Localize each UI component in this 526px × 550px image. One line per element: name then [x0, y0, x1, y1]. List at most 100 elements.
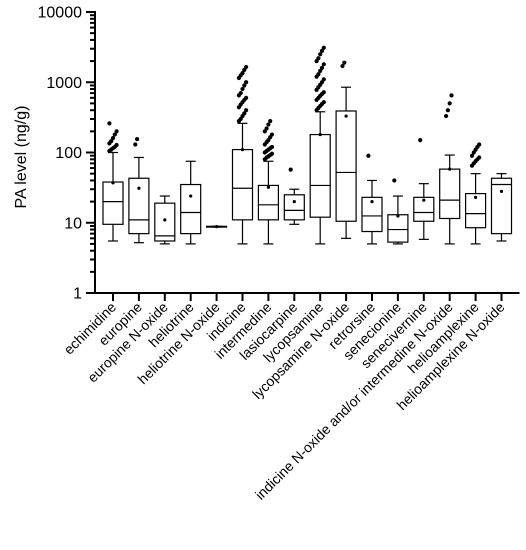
outlier-point [321, 77, 326, 82]
mean-point [448, 167, 452, 171]
mean-point [396, 214, 400, 218]
outlier-point [316, 56, 321, 61]
outlier-point [342, 60, 347, 65]
outlier-point [242, 111, 247, 116]
outlier-point [477, 142, 482, 147]
y-tick-label: 1 [73, 286, 82, 303]
mean-point [215, 225, 219, 229]
box-group [102, 121, 124, 242]
outlier-point [340, 63, 345, 69]
box-group [413, 138, 435, 240]
outlier-point [469, 153, 475, 158]
outlier-point [133, 142, 138, 147]
outlier-point [321, 62, 326, 67]
box-group [387, 178, 409, 245]
mean-point [318, 132, 322, 137]
box-iqr [257, 184, 279, 221]
outlier-point [114, 142, 119, 148]
box-iqr [335, 110, 357, 222]
boxes [102, 45, 513, 245]
outlier-point [244, 95, 249, 100]
outlier-point [319, 65, 325, 71]
mean-point [266, 185, 270, 189]
outlier-point [444, 113, 449, 119]
outlier-point [244, 80, 249, 85]
outlier-point [318, 52, 323, 57]
box-iqr [387, 214, 409, 243]
box-group [465, 142, 487, 245]
box-group [335, 60, 357, 239]
box-iqr [128, 177, 150, 235]
outlier-point [112, 132, 117, 137]
outlier-point [288, 167, 293, 172]
box-group [154, 195, 176, 245]
box-group [439, 93, 461, 245]
y-tick-label: 10 [64, 215, 82, 232]
box-group [180, 160, 202, 245]
box-group [206, 225, 228, 229]
outlier-point [269, 132, 275, 137]
box-iqr [413, 196, 435, 222]
box-group [257, 118, 279, 245]
outlier-point [244, 64, 249, 70]
box-iqr [439, 168, 461, 220]
outlier-point [266, 122, 271, 127]
outlier-point [268, 118, 273, 124]
outlier-point [107, 121, 112, 126]
box-iqr [180, 183, 202, 235]
outlier-point [445, 108, 450, 113]
box-iqr [283, 194, 305, 221]
box-iqr [102, 181, 124, 225]
outlier-point [477, 155, 482, 160]
mean-point [344, 114, 348, 118]
box-group [490, 173, 513, 242]
box-group [128, 137, 150, 244]
outlier-point [135, 137, 140, 142]
outlier-point [321, 45, 326, 50]
outlier-point [447, 101, 452, 106]
box-group [361, 153, 383, 245]
y-tick-label: 10000 [38, 5, 83, 22]
box-iqr [231, 148, 254, 221]
outlier-point [264, 126, 269, 131]
outlier-point [269, 151, 275, 156]
mean-point [189, 194, 193, 198]
y-tick-label: 100 [55, 145, 82, 162]
box-iqr [154, 202, 176, 242]
outlier-point [319, 48, 325, 53]
axes: 1 10 100 1000 10000 [38, 5, 520, 303]
box-iqr [490, 177, 513, 235]
y-tick-label: 1000 [46, 75, 82, 92]
outlier-point [244, 108, 249, 113]
outlier-point [366, 153, 371, 158]
mean-point [499, 189, 504, 193]
box-group [283, 167, 305, 225]
mean-point [292, 200, 296, 204]
outlier-point [321, 90, 326, 95]
box-group [309, 45, 331, 245]
mean-point [137, 186, 141, 190]
mean-point [370, 200, 374, 204]
box-iqr [309, 133, 331, 218]
mean-point [240, 147, 245, 152]
mean-point [163, 218, 167, 222]
mean-point [111, 181, 115, 185]
mean-point [474, 195, 478, 199]
outlier-point [392, 178, 397, 183]
outlier-point [114, 129, 119, 134]
outlier-point [269, 144, 275, 150]
outlier-point [321, 100, 326, 105]
box-iqr [361, 196, 383, 233]
outlier-point [110, 136, 116, 141]
outlier-point [316, 72, 321, 77]
outlier-point [238, 91, 243, 96]
mean-point [422, 198, 426, 202]
box-group [231, 64, 254, 245]
outlier-point [240, 86, 245, 92]
outlier-point [449, 93, 454, 98]
outlier-point [418, 138, 423, 143]
outlier-point [242, 83, 247, 88]
y-axis-label: PA level (ng/g) [13, 106, 30, 209]
